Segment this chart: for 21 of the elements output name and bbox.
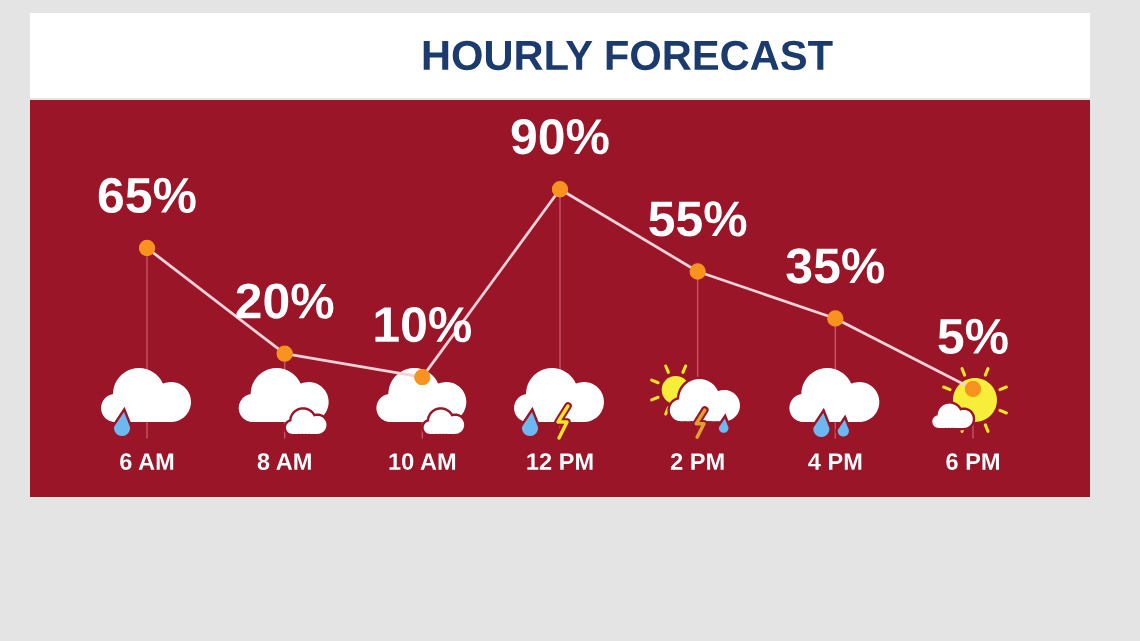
x-tick-label: 6 AM — [120, 453, 174, 470]
x-tick-label: 12 PM — [527, 453, 593, 470]
x-tick-label: 4 PM — [808, 453, 862, 470]
x-tick-label: 10 AM — [389, 453, 456, 470]
data-label: 90% — [511, 118, 609, 155]
data-label: 65% — [98, 177, 196, 214]
x-tick-label: 6 PM — [946, 453, 999, 470]
data-label: 20% — [236, 283, 334, 319]
point — [414, 369, 431, 386]
data-label: 5% — [938, 318, 1008, 355]
x-tick-label: 2 PM — [670, 453, 724, 470]
point — [551, 181, 569, 198]
chart-title: HOURLY FORECAST — [423, 40, 833, 71]
point — [689, 263, 706, 280]
point — [276, 345, 293, 362]
point — [827, 310, 844, 327]
point — [138, 239, 156, 257]
data-label: 35% — [786, 248, 885, 284]
x-tick-label: 8 AM — [257, 453, 311, 470]
point — [964, 380, 982, 398]
data-label: 55% — [649, 201, 747, 237]
